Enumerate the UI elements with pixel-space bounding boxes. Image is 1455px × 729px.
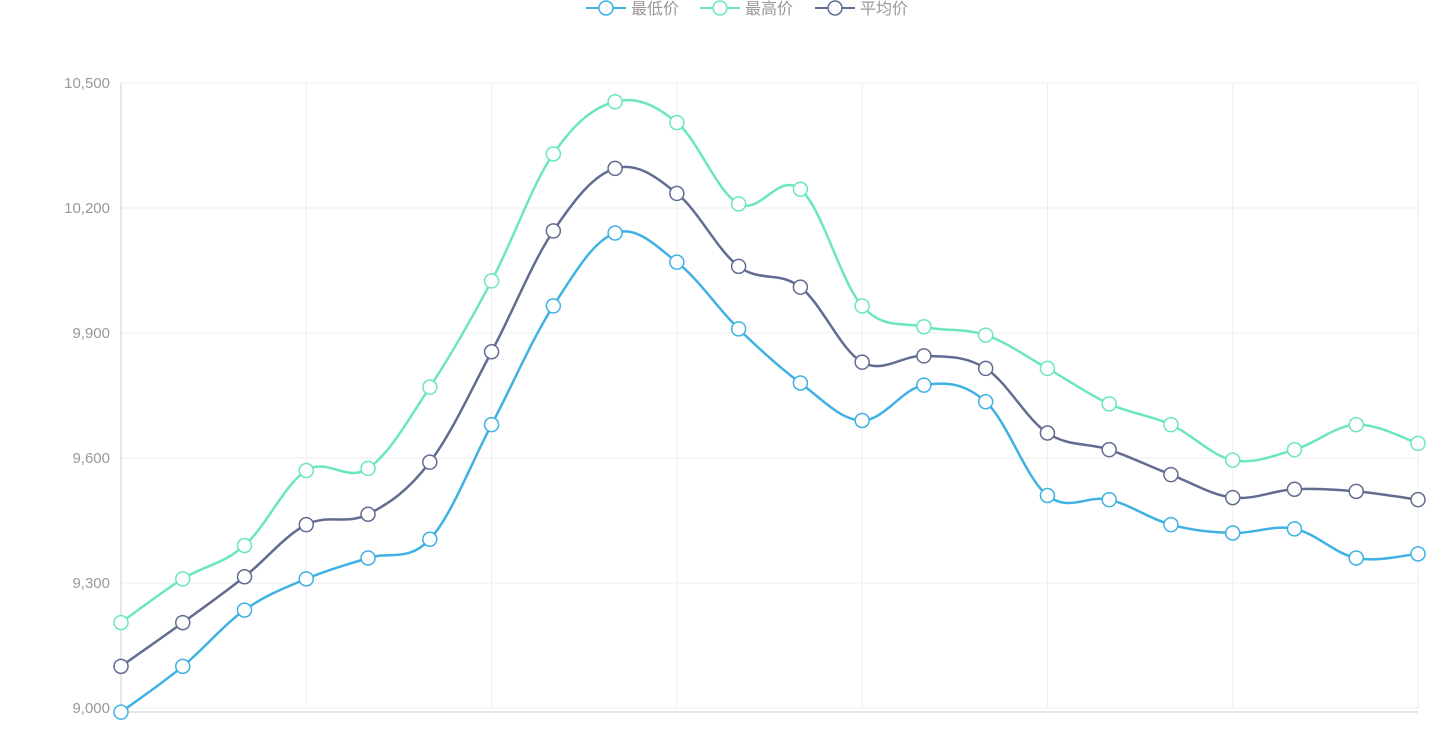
data-point[interactable] bbox=[1163, 416, 1179, 433]
data-point[interactable] bbox=[1039, 487, 1056, 504]
data-point[interactable] bbox=[730, 321, 747, 337]
y-tick-label: 9,300 bbox=[72, 575, 110, 592]
y-tick-label: 10,500 bbox=[64, 75, 110, 92]
data-point[interactable] bbox=[916, 319, 932, 335]
data-point[interactable] bbox=[483, 273, 500, 289]
data-point[interactable] bbox=[422, 379, 438, 395]
data-point[interactable] bbox=[1410, 546, 1426, 562]
data-point[interactable] bbox=[360, 460, 376, 477]
series-line bbox=[119, 165, 1420, 668]
series-2 bbox=[113, 94, 1426, 631]
data-point[interactable] bbox=[360, 550, 376, 566]
legend-item[interactable]: 最高价 bbox=[700, 0, 793, 18]
data-point[interactable] bbox=[422, 531, 438, 547]
y-tick-label: 9,900 bbox=[72, 325, 110, 342]
data-point[interactable] bbox=[854, 354, 870, 370]
y-tick-label: 9,000 bbox=[72, 700, 110, 717]
data-point[interactable] bbox=[792, 375, 809, 391]
data-point[interactable] bbox=[607, 160, 623, 177]
data-point[interactable] bbox=[1286, 521, 1303, 537]
legend-marker-icon bbox=[827, 0, 843, 16]
data-point[interactable] bbox=[1286, 441, 1303, 458]
data-point[interactable] bbox=[236, 602, 253, 618]
data-point[interactable] bbox=[175, 571, 191, 587]
y-tick-label: 9,600 bbox=[72, 450, 110, 467]
data-point[interactable] bbox=[669, 185, 685, 202]
data-point[interactable] bbox=[113, 658, 129, 675]
legend-marker-icon bbox=[598, 0, 614, 16]
data-point[interactable] bbox=[483, 416, 500, 433]
data-point[interactable] bbox=[916, 377, 932, 393]
series-layer bbox=[113, 94, 1426, 720]
data-point[interactable] bbox=[977, 327, 994, 343]
data-point[interactable] bbox=[1039, 360, 1056, 377]
data-point[interactable] bbox=[977, 360, 994, 377]
data-point[interactable] bbox=[730, 196, 747, 212]
axes: 9,000 9,300 9,600 9,900 10,200 10,500 bbox=[64, 75, 1418, 717]
data-point[interactable] bbox=[916, 348, 932, 364]
legend[interactable]: 最低价 最高价 平均价 bbox=[586, 0, 908, 18]
data-point[interactable] bbox=[1224, 489, 1241, 506]
data-point[interactable] bbox=[854, 412, 870, 429]
data-point[interactable] bbox=[483, 344, 500, 360]
data-point[interactable] bbox=[607, 94, 623, 110]
data-point[interactable] bbox=[113, 704, 129, 720]
series-line bbox=[119, 230, 1420, 714]
data-point[interactable] bbox=[730, 258, 747, 275]
series-1 bbox=[113, 225, 1426, 720]
data-point[interactable] bbox=[175, 614, 191, 631]
data-point[interactable] bbox=[360, 506, 376, 522]
y-tick-label: 10,200 bbox=[64, 200, 110, 217]
data-point[interactable] bbox=[1286, 481, 1303, 497]
data-point[interactable] bbox=[792, 279, 809, 295]
data-point[interactable] bbox=[1348, 483, 1364, 500]
legend-label: 平均价 bbox=[860, 0, 908, 18]
data-point[interactable] bbox=[792, 181, 809, 197]
data-point[interactable] bbox=[1101, 491, 1117, 508]
data-point[interactable] bbox=[1224, 525, 1241, 541]
data-point[interactable] bbox=[1224, 452, 1241, 468]
data-point[interactable] bbox=[236, 537, 253, 554]
series-3 bbox=[113, 160, 1426, 675]
legend-label: 最低价 bbox=[631, 0, 679, 18]
data-point[interactable] bbox=[977, 394, 994, 410]
data-point[interactable] bbox=[1348, 416, 1364, 433]
legend-label: 最高价 bbox=[745, 0, 793, 18]
data-point[interactable] bbox=[113, 614, 129, 631]
data-point[interactable] bbox=[1348, 550, 1364, 566]
data-point[interactable] bbox=[1101, 396, 1117, 412]
data-point[interactable] bbox=[422, 454, 438, 470]
data-point[interactable] bbox=[298, 516, 315, 533]
data-point[interactable] bbox=[545, 223, 562, 239]
data-point[interactable] bbox=[545, 298, 562, 314]
data-point[interactable] bbox=[1101, 441, 1117, 458]
data-point[interactable] bbox=[607, 225, 623, 241]
data-point[interactable] bbox=[1039, 425, 1056, 441]
data-point[interactable] bbox=[545, 146, 562, 162]
grid-lines bbox=[120, 82, 1419, 709]
data-point[interactable] bbox=[1163, 466, 1179, 483]
data-point[interactable] bbox=[669, 254, 685, 270]
series-line bbox=[119, 98, 1420, 624]
data-point[interactable] bbox=[669, 114, 685, 131]
legend-item[interactable]: 平均价 bbox=[815, 0, 908, 18]
data-point[interactable] bbox=[1163, 516, 1179, 533]
data-point[interactable] bbox=[298, 462, 315, 479]
data-point[interactable] bbox=[175, 658, 191, 675]
data-point[interactable] bbox=[298, 571, 315, 587]
data-point[interactable] bbox=[1410, 491, 1426, 508]
legend-marker-icon bbox=[712, 0, 728, 16]
legend-item[interactable]: 最低价 bbox=[586, 0, 679, 18]
data-point[interactable] bbox=[236, 569, 253, 585]
data-point[interactable] bbox=[1410, 435, 1426, 452]
data-point[interactable] bbox=[854, 298, 870, 314]
